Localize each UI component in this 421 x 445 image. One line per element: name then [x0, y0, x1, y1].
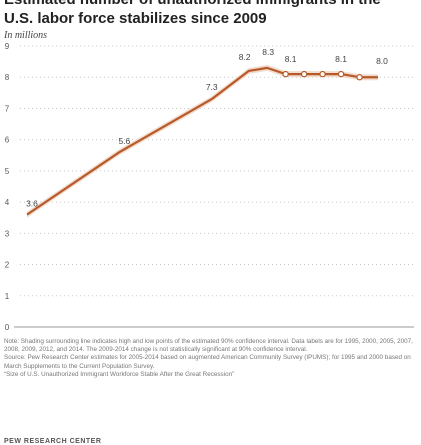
y-tick-label: 0 [5, 323, 10, 332]
report-title: “Size of U.S. Unauthorized Immigrant Wor… [4, 370, 235, 378]
data-point-marker [319, 70, 326, 78]
data-point-marker [337, 70, 345, 78]
confidence-band [27, 64, 378, 218]
confidence-band-area [27, 64, 378, 218]
y-tick-label: 9 [5, 42, 10, 51]
data-markers [282, 70, 363, 81]
y-tick-label: 5 [5, 167, 10, 176]
data-label: 3.6 [26, 199, 38, 209]
note-text: Note: Shading surrounding line indicates… [4, 338, 413, 354]
data-label: 5.6 [118, 136, 130, 146]
y-tick-label: 8 [5, 73, 10, 82]
y-tick-label: 6 [5, 136, 10, 145]
y-tick-label: 7 [5, 104, 10, 113]
source-text: Source: Pew Research Center estimates fo… [4, 354, 411, 370]
data-point-marker [300, 70, 308, 78]
chart-notes: Note: Shading surrounding line indicates… [4, 338, 416, 379]
data-label: 8.0 [376, 56, 388, 66]
chart-title: U.S. labor force stabilizes since 2009 [4, 10, 267, 27]
data-point-marker [356, 74, 363, 81]
data-label: 8.1 [335, 54, 347, 64]
data-labels: 3.6 5.6 7.3 8.2 8.3 8.1 8.1 8.0 [26, 47, 388, 209]
series-line [26, 66, 378, 216]
data-label: 8.1 [285, 54, 297, 64]
y-tick-label: 1 [5, 292, 10, 301]
data-point-marker [282, 70, 289, 78]
y-tick-label: 3 [5, 229, 10, 238]
source-credit: PEW RESEARCH CENTER [4, 438, 102, 445]
chart-title-cut: Estimated number of unauthorized immigra… [4, 0, 417, 8]
y-axis-ticks: 0 1 2 3 4 5 6 7 8 9 [5, 42, 10, 332]
chart-subtitle: In millions [4, 30, 48, 41]
series-line-path [26, 66, 378, 216]
data-label: 8.3 [262, 47, 274, 57]
y-tick-label: 2 [5, 261, 10, 270]
data-label: 8.2 [239, 52, 251, 62]
data-label: 7.3 [206, 82, 218, 92]
y-tick-label: 4 [5, 198, 10, 207]
